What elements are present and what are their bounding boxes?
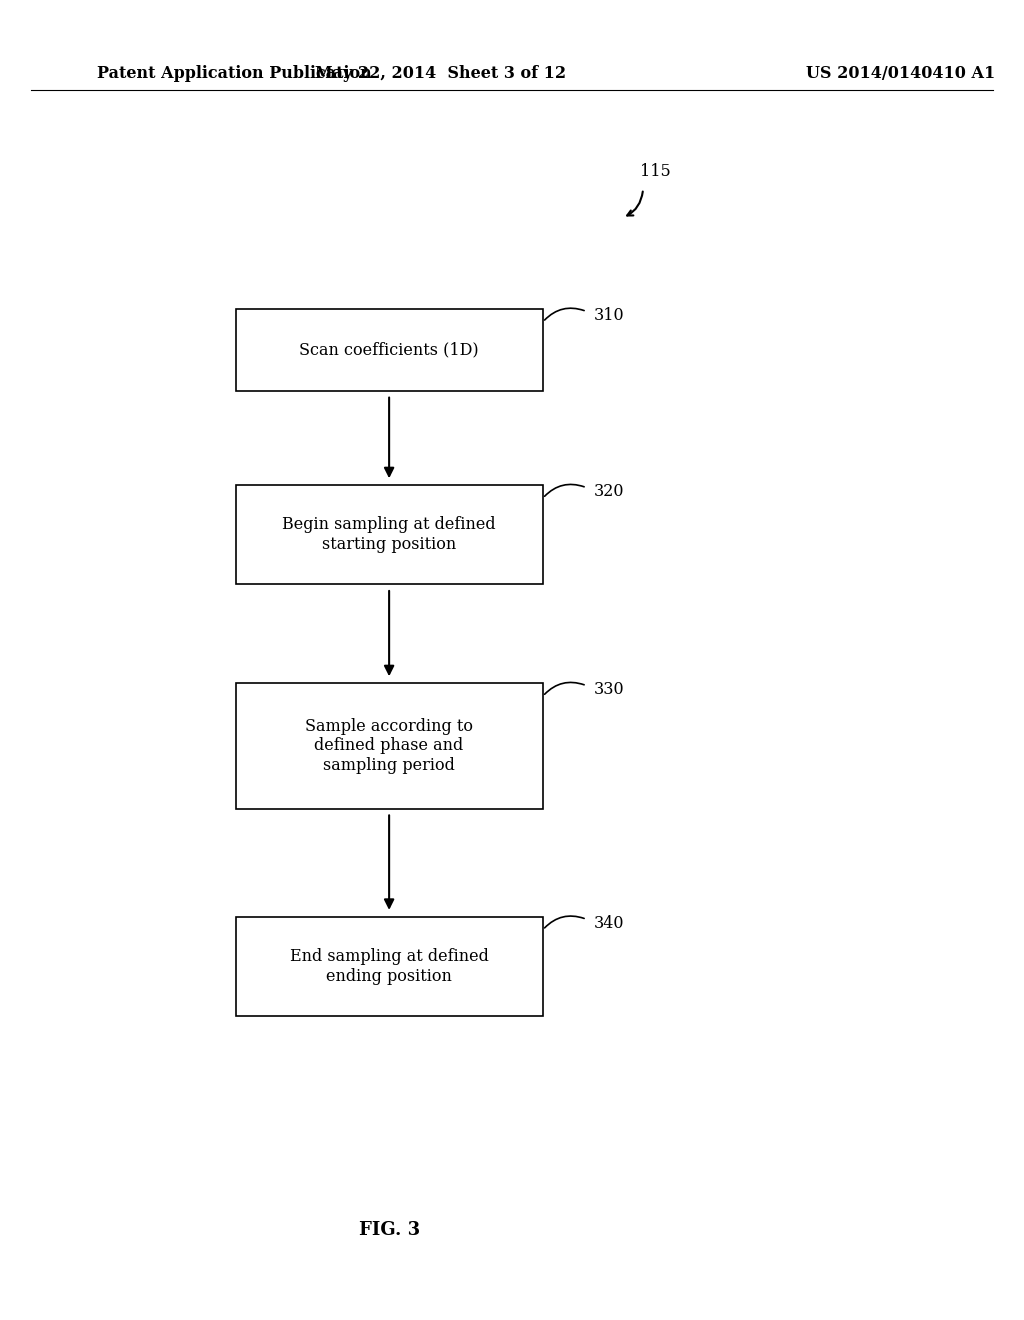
Text: Sample according to
defined phase and
sampling period: Sample according to defined phase and sa… <box>305 718 473 774</box>
Text: May 22, 2014  Sheet 3 of 12: May 22, 2014 Sheet 3 of 12 <box>314 66 566 82</box>
Text: End sampling at defined
ending position: End sampling at defined ending position <box>290 948 488 985</box>
FancyBboxPatch shape <box>236 682 543 808</box>
FancyBboxPatch shape <box>236 486 543 583</box>
Text: 320: 320 <box>594 483 625 500</box>
FancyBboxPatch shape <box>236 916 543 1016</box>
Text: Scan coefficients (1D): Scan coefficients (1D) <box>299 342 479 358</box>
Text: US 2014/0140410 A1: US 2014/0140410 A1 <box>807 66 995 82</box>
Text: Patent Application Publication: Patent Application Publication <box>97 66 372 82</box>
Text: 310: 310 <box>594 308 625 323</box>
Text: 330: 330 <box>594 681 625 698</box>
Text: 340: 340 <box>594 915 625 932</box>
Text: 115: 115 <box>640 164 671 180</box>
Text: FIG. 3: FIG. 3 <box>358 1221 420 1239</box>
FancyBboxPatch shape <box>236 309 543 391</box>
Text: Begin sampling at defined
starting position: Begin sampling at defined starting posit… <box>283 516 496 553</box>
